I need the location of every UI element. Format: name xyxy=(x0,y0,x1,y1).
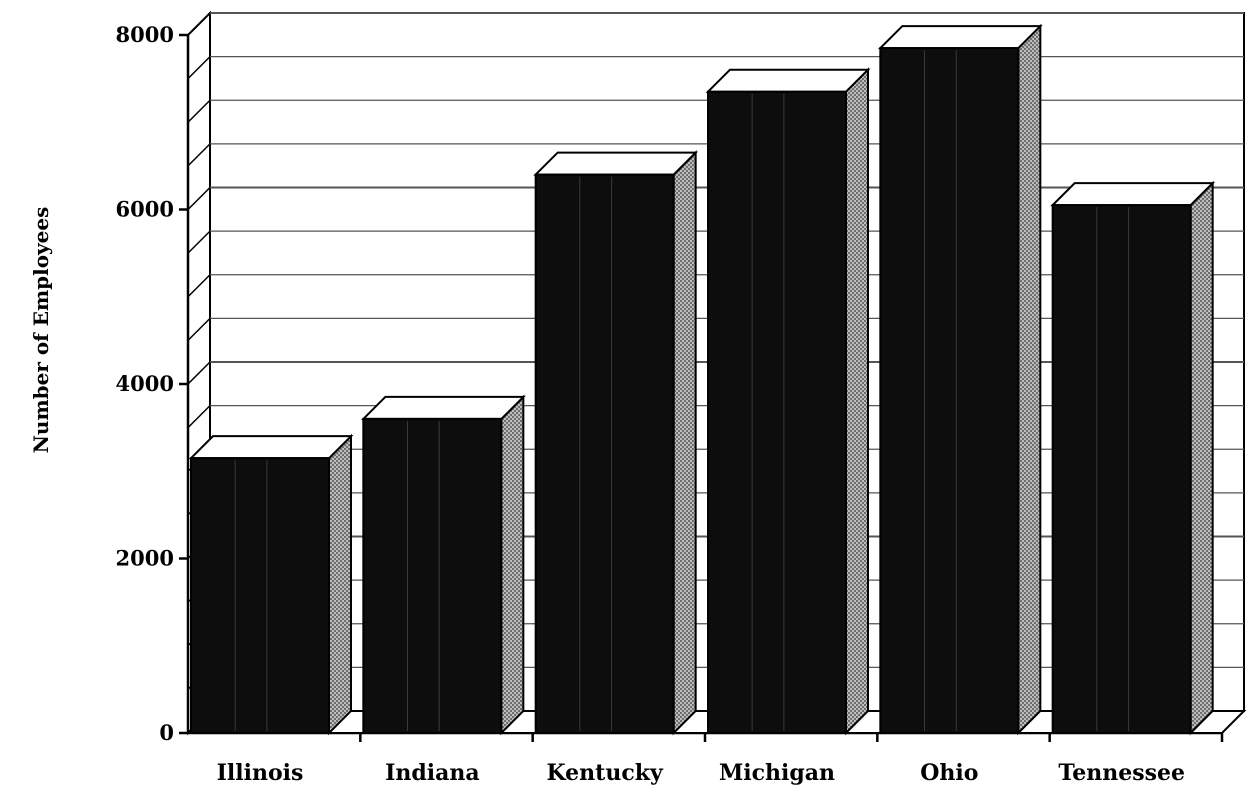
bar-front xyxy=(707,90,847,734)
side-gridline xyxy=(187,361,211,385)
y-tick-label: 2000 xyxy=(116,546,174,571)
bar-top xyxy=(705,68,871,93)
bar-illinois xyxy=(188,433,354,736)
x-tick-label: Indiana xyxy=(385,760,480,786)
bar-top xyxy=(1050,182,1216,207)
bar-front xyxy=(362,417,503,734)
side-gridline xyxy=(187,12,211,36)
bar-front xyxy=(534,173,675,735)
y-axis-title: Number of Employees xyxy=(29,207,53,454)
side-gridline xyxy=(187,56,211,80)
bar-front xyxy=(1051,204,1192,734)
x-tick-label: Ohio xyxy=(920,760,978,786)
bar-top xyxy=(360,395,526,420)
y-tick-label: 6000 xyxy=(116,197,174,222)
bar-indiana xyxy=(360,394,526,736)
bar-side xyxy=(672,150,697,736)
side-gridline xyxy=(187,99,211,123)
bar-top xyxy=(533,151,699,176)
bar-top xyxy=(188,435,354,460)
x-tick-label: Michigan xyxy=(719,760,835,786)
bar-michigan xyxy=(705,67,871,736)
side-gridline xyxy=(187,317,211,341)
bar-front xyxy=(190,457,330,734)
y-tick-labels: 0 2000 4000 6000 8000 xyxy=(116,22,188,745)
bar-top xyxy=(877,25,1043,50)
x-tick-labels: Illinois Indiana Kentucky Michigan Ohio Tenne… xyxy=(217,733,1224,786)
x-tick-label: Kentucky xyxy=(547,760,664,786)
side-gridline xyxy=(187,230,211,254)
bars xyxy=(188,23,1216,736)
bar-tennessee xyxy=(1050,180,1216,736)
y-tick-label: 8000 xyxy=(116,22,174,47)
bar-side xyxy=(1017,23,1042,736)
bar-ohio xyxy=(877,23,1043,736)
bar-side xyxy=(500,394,525,736)
side-gridline xyxy=(187,143,211,167)
bar-side xyxy=(328,433,352,736)
x-tick-label: Tennessee xyxy=(1058,760,1185,786)
y-tick-label: 4000 xyxy=(116,371,174,396)
bar-side xyxy=(1189,180,1214,736)
x-tick-label: Illinois xyxy=(217,760,304,786)
bar-side xyxy=(845,67,869,736)
side-gridline xyxy=(187,274,211,298)
y-tick-label: 0 xyxy=(159,720,174,745)
bar-front xyxy=(879,47,1020,734)
side-gridline xyxy=(187,405,211,429)
bar-kentucky xyxy=(533,150,699,736)
side-gridline xyxy=(187,186,211,211)
